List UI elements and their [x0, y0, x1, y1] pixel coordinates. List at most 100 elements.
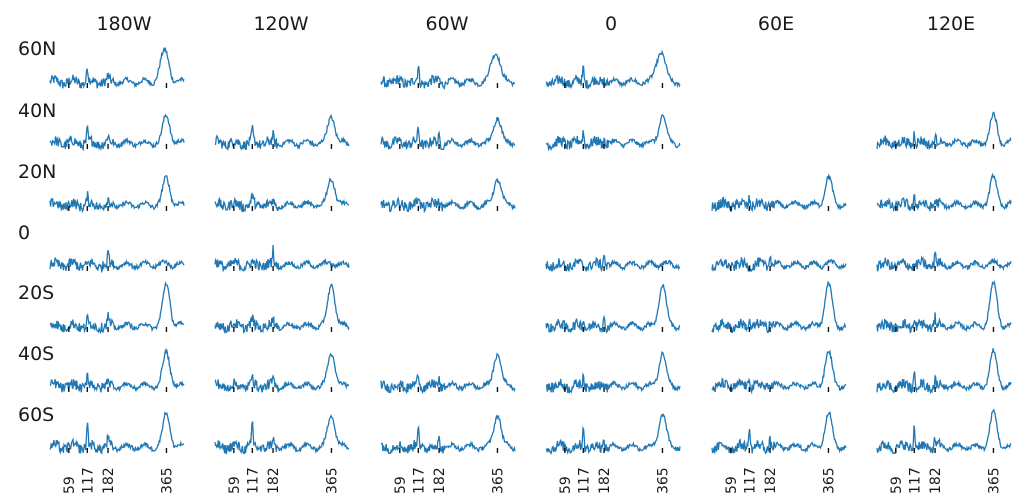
panel: [545, 49, 681, 90]
spectrum-line: [711, 411, 847, 455]
spectrum-line: [876, 111, 1012, 150]
row-label: 40N: [18, 100, 56, 122]
spectrum-line: [545, 350, 681, 394]
panel: [876, 250, 1012, 272]
panel: [711, 349, 847, 395]
x-tick-label: 59: [227, 476, 243, 494]
spectrum-line: [380, 53, 516, 91]
spectrum-line: [49, 174, 185, 214]
spectrum-line: [49, 281, 185, 335]
spectrum-line: [49, 113, 185, 152]
panel: [545, 254, 680, 273]
x-tick-label: 59: [724, 476, 740, 494]
x-tick-label: 182: [432, 467, 448, 494]
spectrum-line: [380, 352, 516, 395]
spectrum-line: [380, 414, 516, 454]
panel: [380, 414, 516, 454]
spectrum-line: [214, 352, 350, 393]
column-label: 60W: [426, 13, 469, 35]
panel: [214, 177, 350, 213]
panel: [545, 350, 681, 394]
x-tick-label: 182: [101, 467, 117, 494]
panel: [380, 177, 516, 214]
panel: [876, 279, 1012, 334]
spectrum-line: [49, 348, 185, 393]
row-label: 60N: [18, 38, 56, 60]
panel: [545, 283, 681, 334]
panel: [711, 280, 847, 333]
column-labels: 180W 120W 60W 0 60E 120E: [96, 13, 975, 35]
spectrum-line: [49, 411, 185, 455]
x-tick-label: 365: [490, 467, 506, 494]
row-labels: 60N 40N 20N 0 20S 40S 60S: [18, 38, 56, 426]
spectrum-line: [214, 244, 350, 272]
panel: [214, 414, 350, 455]
spectrum-line: [545, 413, 681, 455]
column-label: 60E: [758, 13, 794, 35]
panel: [380, 116, 516, 150]
spectrum-line: [214, 177, 350, 213]
spectrum-line: [711, 280, 847, 333]
panel: [49, 281, 185, 335]
column-label: 180W: [96, 13, 151, 35]
panel: [214, 244, 350, 272]
x-tick-label: 365: [821, 467, 837, 494]
panel: [876, 348, 1012, 395]
x-tick-label: 59: [393, 476, 409, 494]
x-tick-label: 182: [928, 467, 944, 494]
x-tick-label: 365: [159, 467, 175, 494]
column-label: 120E: [927, 13, 975, 35]
panel: [876, 111, 1012, 150]
spectrum-line: [545, 114, 681, 152]
row-label: 20N: [18, 161, 56, 183]
x-tick-label: 365: [655, 467, 671, 494]
spectrum-line: [876, 408, 1012, 455]
x-tick-label: 117: [80, 467, 96, 494]
spectrum-line: [49, 249, 185, 273]
x-tick-label: 117: [245, 467, 261, 494]
panel: [876, 408, 1012, 455]
panel: [711, 255, 847, 273]
panel: [49, 46, 185, 89]
x-tick-label: 59: [558, 476, 574, 494]
x-tick-label: 59: [62, 476, 78, 494]
panels: [49, 46, 1012, 455]
panel: [49, 113, 185, 152]
spectrum-line: [380, 116, 516, 150]
row-label: 40S: [18, 343, 54, 365]
x-tick-label: 117: [907, 467, 923, 494]
row-label: 20S: [18, 282, 54, 304]
spectrum-line: [876, 172, 1012, 213]
x-tick-label: 117: [742, 467, 758, 494]
x-tick-label: 365: [986, 467, 1002, 494]
x-tick-label: 182: [597, 467, 613, 494]
spectrum-line: [545, 49, 681, 90]
x-tick-label: 365: [324, 467, 340, 494]
row-label: 0: [18, 222, 30, 244]
panel: [711, 173, 847, 213]
spectrum-line: [711, 349, 847, 395]
panel: [876, 172, 1012, 213]
column-label: 120W: [253, 13, 308, 35]
spectrum-line: [876, 250, 1012, 272]
spectrum-line: [214, 414, 350, 455]
panel: [214, 352, 350, 393]
x-tick-label: 182: [763, 467, 779, 494]
spectrum-line: [545, 254, 680, 273]
panel: [214, 114, 350, 151]
spectrum-line: [711, 173, 847, 213]
spectrum-line: [876, 348, 1012, 395]
panel: [214, 283, 350, 335]
spectrum-line: [49, 46, 185, 89]
spectrum-line: [711, 255, 847, 273]
panel: [545, 413, 681, 455]
panel: [711, 411, 847, 455]
x-tick-label: 117: [411, 467, 427, 494]
spectrum-line: [214, 283, 350, 335]
x-tick-label: 59: [889, 476, 905, 494]
panel: [380, 53, 516, 91]
panel: [49, 174, 185, 214]
spectrum-line: [380, 177, 516, 214]
panel: [49, 249, 185, 273]
x-tick-labels: 59 117 182 365 59 117 182 365 59 117 182 365 59 117 18…: [62, 467, 1003, 494]
